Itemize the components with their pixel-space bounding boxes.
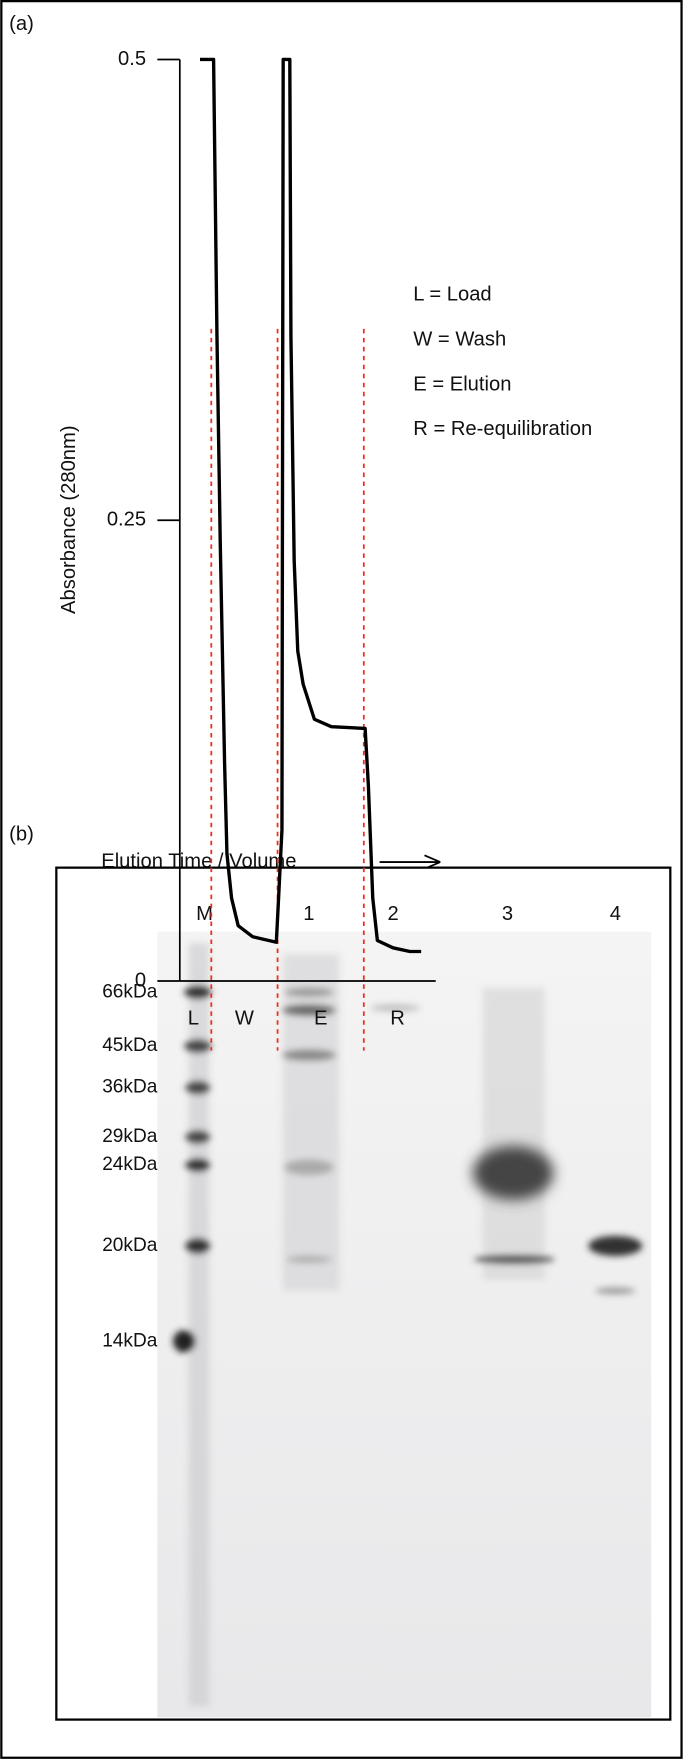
main-band [472, 1146, 554, 1200]
legend-text: W = Wash [413, 328, 506, 350]
legend-text: E = Elution [413, 373, 511, 395]
y-axis-label: Absorbance (280nm) [58, 425, 80, 614]
bands [173, 942, 643, 1707]
marker-label: 29kDa [102, 1126, 158, 1147]
region-label: L [188, 1008, 199, 1030]
marker-label: 36kDa [102, 1077, 158, 1098]
panel-label: (b) [9, 823, 34, 845]
lane-label: 3 [502, 903, 513, 925]
legend-text: R = Re-equilibration [413, 418, 592, 440]
gel-image [157, 931, 652, 1718]
marker-label: 20kDa [102, 1235, 158, 1256]
marker-label: 66kDa [102, 981, 158, 1002]
y-tick-label: 0.25 [107, 509, 146, 531]
y-tick-label: 0.5 [118, 48, 146, 70]
legend-text: L = Load [413, 284, 491, 306]
lane-label: 1 [303, 903, 314, 925]
marker-label: 24kDa [102, 1154, 158, 1175]
data-line [200, 57, 422, 954]
region-label: R [390, 1008, 405, 1030]
region-label: W [235, 1008, 254, 1030]
lane-label: 4 [610, 903, 621, 925]
lane-label: 2 [387, 903, 398, 925]
marker-label: 45kDa [102, 1035, 158, 1056]
gel-panel: M 1 2 3 4 66kDa 45kDa 36kDa 29kDa 24kDa 20kDa 14kDa [55, 866, 672, 1721]
panel-label: (a) [9, 13, 34, 35]
y-tick-label: 0 [135, 969, 146, 991]
marker-label: 14kDa [102, 1330, 158, 1351]
region-label: E [314, 1008, 327, 1030]
lane-label: M [196, 903, 213, 925]
